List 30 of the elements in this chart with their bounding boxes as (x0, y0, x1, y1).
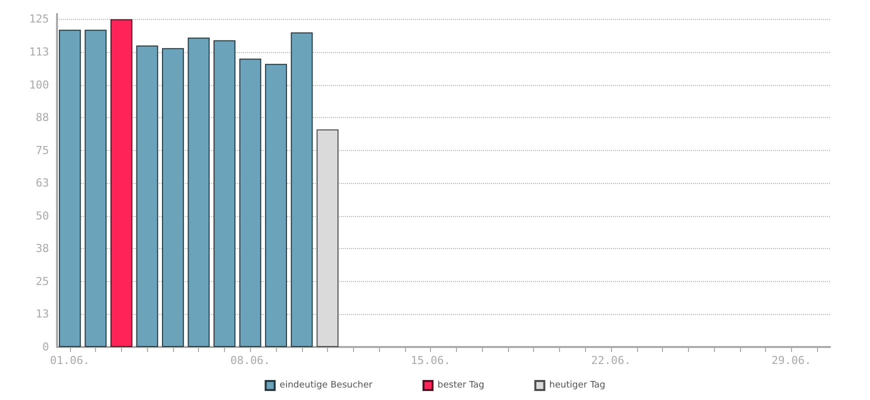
legend-label: eindeutige Besucher (280, 380, 373, 390)
y-tick-label: 13 (36, 308, 49, 321)
bar (84, 30, 107, 347)
bar (162, 48, 184, 347)
y-tick-label: 125 (29, 12, 49, 26)
bar (58, 30, 81, 347)
bar (214, 40, 236, 347)
y-tick-label: 113 (29, 46, 49, 59)
y-tick-label: 88 (36, 111, 49, 124)
y-tick-label: 75 (36, 144, 49, 157)
y-tick-label: 0 (42, 340, 49, 354)
y-tick-label: 50 (36, 209, 49, 222)
legend-label: bester Tag (438, 380, 484, 390)
bar (188, 38, 210, 347)
bar (265, 64, 287, 347)
x-tick-label: 29.06. (771, 354, 812, 367)
x-tick-label: 01.06. (50, 354, 90, 367)
bar (110, 19, 132, 347)
x-tick-label: 15.06. (410, 354, 450, 367)
bar (136, 45, 158, 347)
y-tick-label: 38 (36, 242, 49, 256)
legend-label: heutiger Tag (549, 380, 606, 390)
y-tick-label: 25 (36, 274, 49, 288)
bar (316, 129, 338, 347)
bar (290, 32, 313, 347)
y-tick-label: 63 (36, 176, 49, 190)
x-tick-label: 08.06. (230, 354, 270, 367)
x-tick-label: 22.06. (591, 354, 631, 367)
y-tick-label: 100 (29, 78, 49, 92)
bar (239, 58, 262, 347)
